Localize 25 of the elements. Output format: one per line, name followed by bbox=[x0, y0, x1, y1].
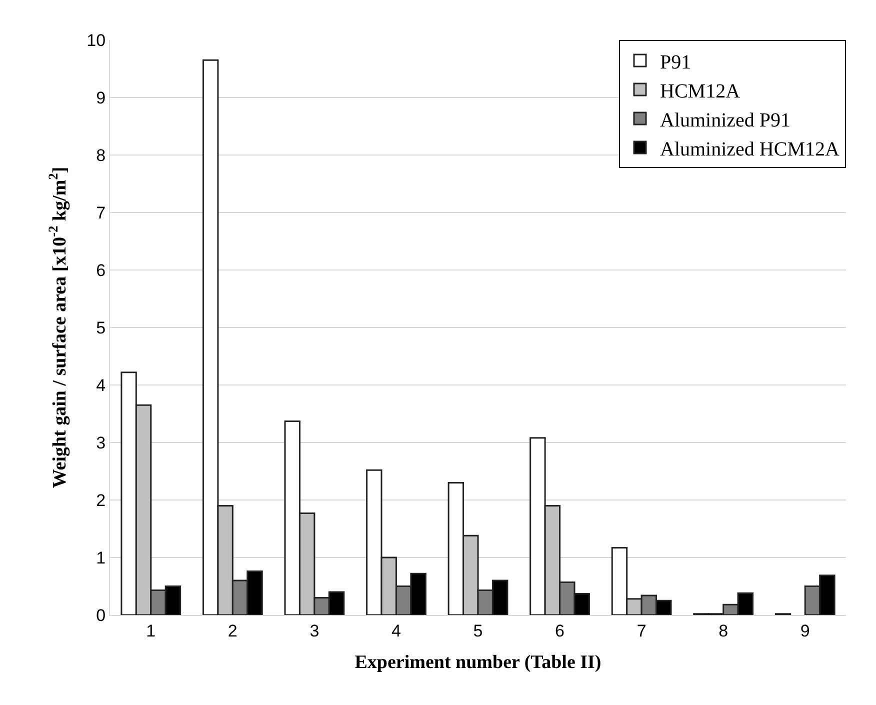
y-tick-label: 10 bbox=[86, 30, 106, 50]
x-tick-label: 4 bbox=[391, 621, 401, 640]
x-tick-label: 3 bbox=[310, 621, 320, 640]
legend-label: Aluminized P91 bbox=[660, 109, 791, 132]
y-tick-label: 3 bbox=[96, 433, 106, 452]
x-tick-label: 1 bbox=[146, 621, 156, 640]
x-tick-label: 2 bbox=[228, 621, 238, 640]
x-tick-label: 6 bbox=[555, 621, 565, 640]
y-tick-label: 6 bbox=[96, 260, 106, 280]
x-tick-label: 7 bbox=[636, 621, 646, 640]
x-tick-label: 8 bbox=[718, 621, 728, 640]
y-tick-label: 2 bbox=[96, 490, 106, 510]
y-tick-label: 1 bbox=[96, 548, 106, 568]
x-tick-label: 5 bbox=[473, 621, 483, 640]
legend-label: P91 bbox=[660, 51, 692, 74]
y-tick-label: 4 bbox=[96, 376, 106, 395]
y-tick-label: 0 bbox=[96, 606, 106, 625]
y-tick-label: 5 bbox=[96, 318, 106, 338]
y-tick-label: 9 bbox=[96, 88, 106, 108]
y-tick-label: 7 bbox=[96, 203, 106, 222]
legend-label: HCM12A bbox=[660, 80, 741, 102]
x-tick-label: 9 bbox=[800, 621, 810, 640]
legend-label: Aluminized HCM12A bbox=[660, 138, 840, 160]
x-axis-title: Experiment number (Table II) bbox=[354, 652, 602, 674]
y-tick-label: 8 bbox=[96, 146, 106, 165]
